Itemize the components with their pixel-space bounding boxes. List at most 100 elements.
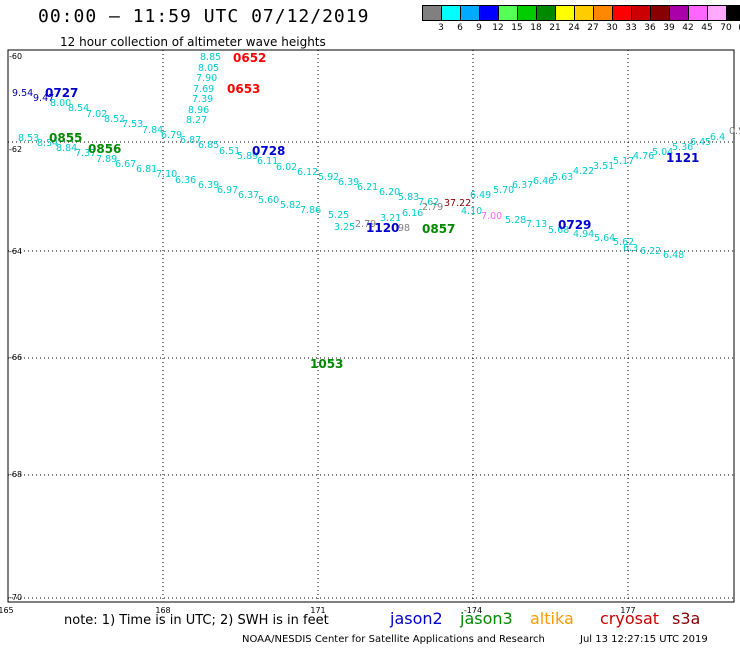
legend-altika: altika [530, 609, 574, 628]
wave-height-value: 6.97 [217, 185, 238, 196]
wave-height-value: 7.37 [75, 148, 96, 159]
wave-height-value: 6.37 [512, 180, 533, 191]
color-scale-tick: 12 [492, 23, 504, 33]
wave-height-value: 8.54 [37, 138, 58, 149]
wave-height-value: 6.87 [180, 135, 201, 146]
wave-height-value: 5.28 [505, 215, 526, 226]
wave-height-value: 6.02 [276, 162, 297, 173]
wave-height-value: 5.62 [613, 237, 634, 248]
wave-height-value: 9.54 [12, 88, 33, 99]
color-swatch [575, 6, 594, 20]
wave-height-value: 6.21 [357, 182, 378, 193]
wave-height-value: 6.22 [640, 246, 661, 257]
lat-label: -60 [9, 52, 22, 61]
wave-height-value: 7.84 [142, 125, 163, 136]
wave-height-value: 7.00 [481, 211, 502, 222]
lat-label: -66 [9, 353, 22, 362]
wave-height-value: 6.79 [161, 130, 182, 141]
color-swatch [461, 6, 480, 20]
map-title: 00:00 – 11:59 UTC 07/12/2019 [38, 6, 370, 27]
legend-cryosat: cryosat [600, 609, 660, 628]
lon-label: 168 [155, 606, 170, 615]
wave-height-value: 6.48 [663, 250, 684, 261]
wave-height-value: 3.21 [380, 213, 401, 224]
color-scale-tick: 39 [663, 23, 675, 33]
color-swatch [670, 6, 689, 20]
pass-time-label: 0653 [227, 82, 260, 96]
lat-label: -70 [9, 593, 22, 602]
lon-label: 177 [620, 606, 635, 615]
color-swatch [499, 6, 518, 20]
color-scale-tick: 21 [549, 23, 561, 33]
legend-jason3: jason3 [460, 609, 513, 628]
wave-height-value: 4.76 [633, 151, 654, 162]
color-swatch [727, 6, 740, 20]
wave-height-value: 6.12 [297, 167, 318, 178]
wave-height-value: 6.36 [175, 175, 196, 186]
color-scale-tick: 6 [457, 23, 463, 33]
color-scale-tick: 36 [644, 23, 656, 33]
lon-label: 165 [0, 606, 14, 615]
wave-height-value: 4.10 [461, 206, 482, 217]
wave-height-value: 6.51 [219, 146, 240, 157]
wave-height-value: 5.68 [548, 225, 569, 236]
wave-height-value: 5.83 [398, 192, 419, 203]
color-scale-swatches [422, 5, 740, 21]
plot-frame [7, 49, 735, 603]
color-swatch [708, 6, 727, 20]
wave-height-value: 9.47 [33, 93, 54, 104]
wave-height-value: 7.89 [96, 154, 117, 165]
color-swatch [537, 6, 556, 20]
color-scale-tick: 42 [682, 23, 694, 33]
wave-height-value: 5.60 [258, 195, 279, 206]
color-scale-tick: 24 [568, 23, 580, 33]
color-scale-tick: 3 [438, 23, 444, 33]
wave-height-value: 8.84 [56, 143, 77, 154]
color-swatch [556, 6, 575, 20]
color-scale-tick: (ft) [738, 23, 740, 33]
wave-height-value: 7.62 [418, 197, 439, 208]
wave-height-value: 6.37 [238, 190, 259, 201]
wave-height-value: 7.69 [193, 84, 214, 95]
wave-height-value: 5.92 [318, 172, 339, 183]
wave-height-value: 7.02 [86, 109, 107, 120]
wave-height-value: 8.96 [188, 105, 209, 116]
wave-height-value: 6.20 [379, 187, 400, 198]
wave-height-value: 6.85 [198, 140, 219, 151]
color-swatch [651, 6, 670, 20]
map-subtitle: 12 hour collection of altimeter wave hei… [60, 35, 326, 49]
wave-height-value: 7.13 [526, 219, 547, 230]
color-swatch [423, 6, 442, 20]
wave-height-value: 8.53 [18, 133, 39, 144]
color-swatch [689, 6, 708, 20]
wave-height-value: 8.05 [198, 63, 219, 74]
wave-height-value: 8.27 [186, 115, 207, 126]
wave-height-value: 8.52 [104, 114, 125, 125]
wave-height-value: 7.53 [122, 119, 143, 130]
lat-label: -68 [9, 470, 22, 479]
lon-label: -174 [464, 606, 482, 615]
wave-height-value: 6.4 [710, 132, 725, 143]
wave-height-value: 5.70 [493, 185, 514, 196]
color-scale-tick: 33 [625, 23, 637, 33]
color-scale-tick: 18 [530, 23, 542, 33]
pass-time-label: 0855 [49, 131, 82, 145]
pass-time-label: 0856 [88, 142, 121, 156]
pass-time-label: 0728 [252, 144, 285, 158]
color-swatch [613, 6, 632, 20]
wave-height-value: 5.17 [613, 156, 634, 167]
pass-time-label: 0857 [422, 222, 455, 236]
color-scale-tick: 9 [476, 23, 482, 33]
wave-height-value: 5.36 [672, 142, 693, 153]
wave-height-value: 6.81 [136, 164, 157, 175]
lat-label: -64 [9, 247, 22, 256]
wave-height-value: 6.16 [402, 208, 423, 219]
wave-height-value: 6.67 [115, 159, 136, 170]
wave-height-value: 5.89 [237, 151, 258, 162]
color-scale-tick: 30 [606, 23, 618, 33]
wave-height-value: 37.22 [444, 198, 471, 209]
wave-height-value: 6.46 [533, 176, 554, 187]
